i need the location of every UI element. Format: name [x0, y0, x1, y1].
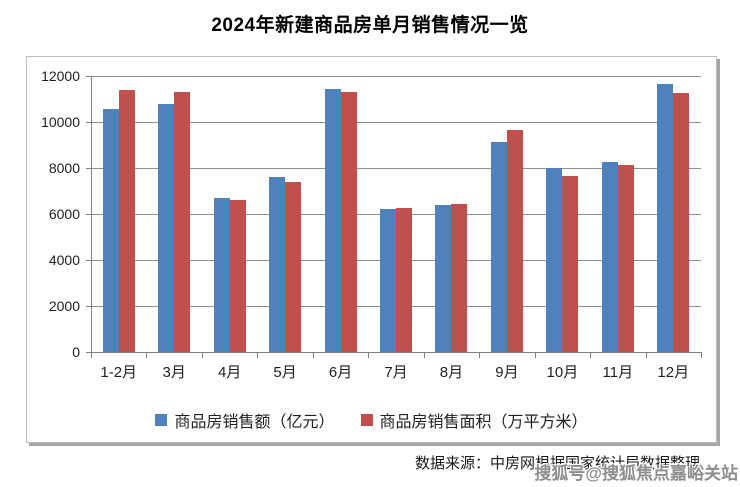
y-axis-tick: [86, 306, 91, 307]
y-axis-tick-label: 12000: [41, 68, 80, 84]
x-axis-category-label: 4月: [217, 364, 242, 381]
bar-sales-area: [673, 93, 690, 352]
x-axis-tick: [701, 353, 702, 358]
y-axis-tick: [86, 76, 91, 77]
legend-item-sales-amount: 商品房销售额（亿元）: [155, 408, 335, 432]
y-axis-tick: [86, 352, 91, 353]
x-axis-tick: [201, 353, 203, 358]
x-axis-category-label: 9月: [495, 364, 519, 381]
bar-sales-area: [506, 130, 523, 352]
x-axis-tick: [423, 353, 425, 358]
chart-title: 2024年新建商品房单月销售情况一览: [211, 15, 529, 36]
bar-sales-area: [229, 200, 246, 352]
bar-sales-area: [617, 164, 634, 352]
y-axis-tick: [86, 122, 91, 123]
bar-sales-amount: [490, 141, 507, 352]
bar-sales-area: [174, 92, 191, 352]
x-axis-line: [91, 352, 702, 353]
x-axis-tick: [312, 353, 314, 358]
legend: 商品房销售额（亿元） 商品房销售面积（万平方米）: [27, 408, 716, 432]
bar-sales-area: [285, 181, 302, 352]
bar-sales-amount: [269, 177, 286, 352]
x-axis-category-label: 1-2月: [100, 364, 138, 381]
legend-swatch-blue-icon: [155, 414, 168, 426]
x-axis-category-label: 10月: [546, 364, 579, 381]
x-axis-category-label: 6月: [328, 364, 353, 381]
y-gridline: [91, 122, 701, 123]
bar-sales-area: [451, 203, 468, 352]
source-note: 数据来源：中房网根据国家统计局数据整理: [414, 455, 700, 472]
legend-label-sales-area: 商品房销售面积（万平方米）: [379, 414, 588, 431]
y-axis-line: [91, 76, 92, 353]
chart-frame: 商品房销售额（亿元） 商品房销售面积（万平方米） 0 2000 4000 6000 80…: [26, 56, 717, 443]
y-axis-tick: [86, 168, 91, 169]
y-axis-tick-label: 4000: [48, 252, 80, 268]
bar-sales-amount: [380, 209, 396, 352]
bar-sales-amount: [546, 168, 563, 352]
bar-sales-amount: [213, 197, 230, 352]
y-axis-tick-label: 0: [72, 344, 80, 360]
x-axis-tick: [146, 353, 148, 358]
bar-sales-area: [396, 208, 412, 352]
bar-sales-area: [340, 92, 357, 352]
y-axis-tick-label: 8000: [48, 160, 80, 176]
bar-sales-amount: [324, 88, 341, 352]
y-gridline: [91, 168, 701, 169]
legend-label-sales-amount: 商品房销售额（亿元）: [174, 414, 335, 431]
x-axis-category-label: 8月: [439, 364, 464, 381]
watermark: 搜狐号@搜狐焦点嘉峪关站: [534, 464, 738, 483]
x-axis-tick: [479, 353, 481, 358]
legend-item-sales-area: 商品房销售面积（万平方米）: [360, 408, 588, 432]
x-axis-tick: [257, 353, 259, 358]
x-axis-tick: [534, 353, 536, 358]
x-axis-category-label: 12月: [657, 364, 690, 381]
legend-swatch-red-icon: [360, 414, 373, 426]
x-axis-tick: [590, 353, 592, 358]
x-axis-category-label: 5月: [273, 364, 297, 381]
y-axis-tick: [86, 260, 91, 261]
bar-sales-area: [118, 89, 135, 352]
x-axis-category-label: 11月: [602, 364, 634, 381]
y-axis-tick-label: 10000: [41, 114, 80, 130]
x-axis-tick: [645, 353, 647, 358]
y-axis-tick-label: 2000: [48, 298, 80, 314]
x-axis-category-label: 3月: [162, 364, 186, 381]
y-axis-tick-label: 6000: [48, 206, 80, 222]
y-axis-tick: [86, 214, 91, 215]
bar-sales-amount: [102, 109, 119, 352]
bar-sales-amount: [435, 204, 452, 352]
bar-sales-amount: [657, 84, 674, 352]
bar-sales-area: [562, 176, 579, 352]
x-axis-category-label: 7月: [384, 364, 408, 381]
x-axis-tick: [368, 353, 370, 358]
bar-sales-amount: [601, 162, 618, 352]
y-gridline: [91, 76, 701, 77]
bar-sales-amount: [158, 103, 175, 352]
x-axis-tick: [91, 353, 92, 358]
